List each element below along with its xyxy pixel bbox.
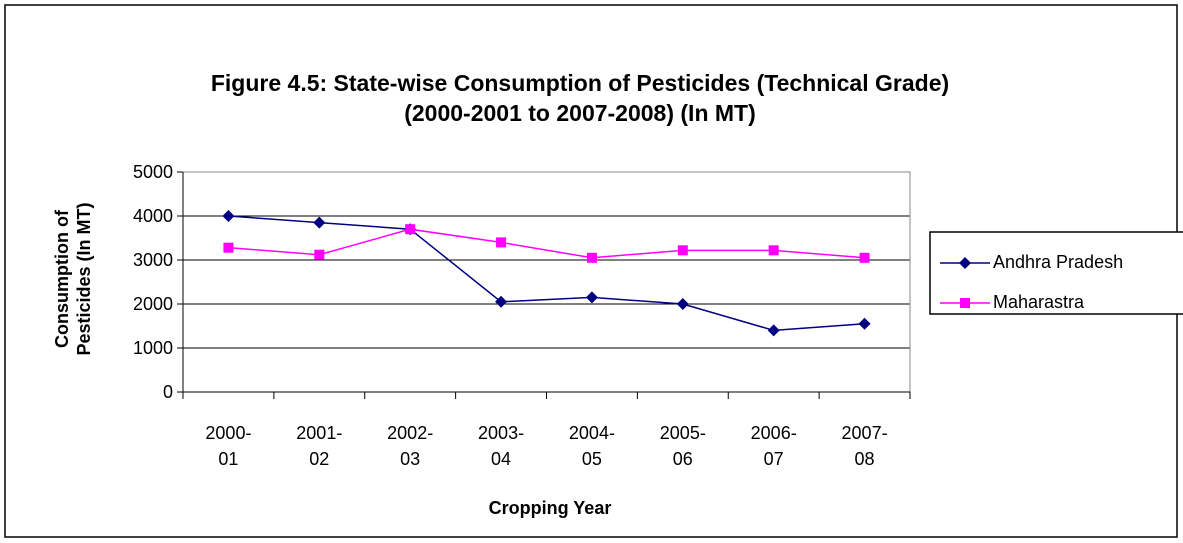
x-tick-label: 2003-04 bbox=[478, 423, 525, 469]
x-tick-label: 2007-08 bbox=[841, 423, 888, 469]
y-tick-label: 4000 bbox=[132, 206, 173, 226]
data-point bbox=[313, 216, 326, 229]
data-point bbox=[496, 237, 507, 248]
data-point bbox=[495, 295, 508, 308]
legend-marker bbox=[959, 257, 971, 269]
y-axis-label: Consumption of Pesticides (In MT) bbox=[52, 202, 94, 356]
y-tick-label: 1000 bbox=[132, 338, 173, 358]
x-axis-label: Cropping Year bbox=[488, 498, 612, 518]
data-point bbox=[405, 224, 416, 235]
series-line bbox=[228, 228, 865, 259]
data-point bbox=[858, 317, 871, 330]
x-tick-label: 2001-02 bbox=[296, 423, 343, 469]
data-point bbox=[676, 298, 689, 310]
legend-box bbox=[929, 231, 1183, 315]
plot-border bbox=[182, 171, 911, 393]
x-tick-label: 2002-03 bbox=[387, 423, 434, 469]
data-point bbox=[767, 324, 780, 337]
data-point bbox=[859, 252, 870, 263]
x-tick-label: 2005-06 bbox=[659, 423, 706, 469]
legend-label: Maharastra bbox=[993, 292, 1085, 312]
data-point bbox=[677, 245, 688, 256]
data-point bbox=[768, 245, 779, 256]
data-point bbox=[223, 242, 234, 253]
chart-title: Figure 4.5: State-wise Consumption of Pe… bbox=[210, 70, 950, 126]
y-tick-label: 0 bbox=[162, 382, 173, 402]
legend-label: Andhra Pradesh bbox=[993, 252, 1124, 272]
x-tick-label: 2006-07 bbox=[750, 423, 797, 469]
data-point bbox=[585, 291, 598, 304]
series-line bbox=[228, 215, 865, 332]
y-tick-label: 2000 bbox=[132, 294, 173, 314]
y-tick-label: 3000 bbox=[132, 250, 173, 270]
x-tick-label: 2004-05 bbox=[568, 423, 615, 469]
legend-marker bbox=[960, 298, 970, 308]
data-point bbox=[586, 252, 597, 263]
data-point bbox=[222, 210, 235, 222]
data-point bbox=[314, 249, 325, 260]
y-tick-label: 5000 bbox=[132, 162, 173, 182]
x-tick-label: 2000-01 bbox=[205, 423, 252, 469]
